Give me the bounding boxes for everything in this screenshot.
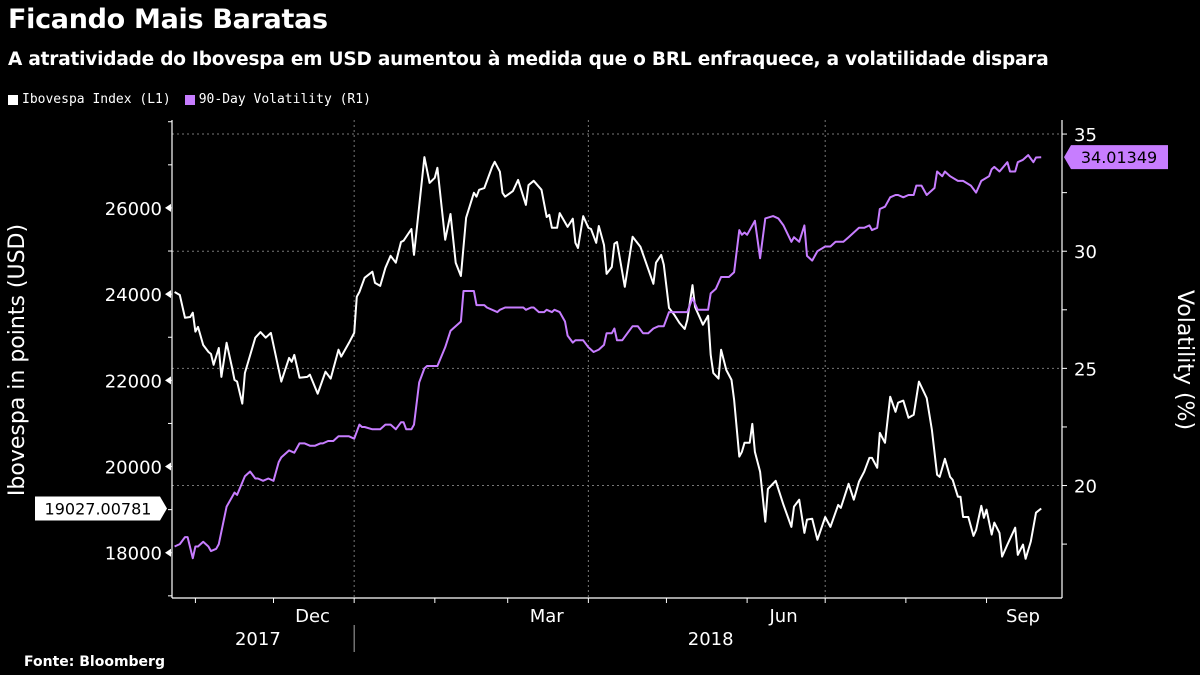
left-tick-label: 24000 (105, 285, 162, 306)
volatility-last-value-box (1064, 145, 1168, 170)
month-label: Sep (1006, 606, 1040, 627)
right-axis-title: Volatility (%) (1172, 290, 1197, 430)
left-tick-label: 26000 (105, 199, 162, 220)
ibovespa-last-value: 19027.00781 (45, 499, 152, 518)
ibovespa-last-value-box (35, 496, 167, 521)
legend-swatch-volatility (184, 94, 195, 105)
month-label: Dec (295, 606, 330, 627)
left-tick-label: 20000 (105, 458, 162, 479)
left-tick-marker (165, 203, 171, 212)
year-label: 2017 (235, 629, 281, 650)
left-tick-label: 22000 (105, 371, 162, 392)
legend-swatch-ibovespa (8, 94, 18, 105)
legend-item-volatility: 90-Day Volatility (R1) (184, 92, 371, 107)
legend-item-ibovespa: Ibovespa Index (L1) (8, 92, 171, 107)
month-label: Mar (530, 606, 565, 627)
right-tick-label: 30 (1074, 242, 1097, 263)
left-tick-marker (165, 548, 171, 557)
left-tick-label: 18000 (105, 544, 162, 565)
year-label: 2018 (688, 629, 734, 650)
volatility-last-value: 34.01349 (1081, 148, 1157, 167)
legend-label-ibovespa: Ibovespa Index (L1) (22, 92, 171, 107)
volatility-line (174, 154, 1042, 560)
left-axis-title: Ibovespa in points (USD) (5, 224, 30, 496)
left-tick-marker (165, 462, 171, 471)
legend-label-volatility: 90-Day Volatility (R1) (198, 92, 371, 107)
month-label: Jun (768, 606, 797, 627)
ibovespa-line (174, 156, 1042, 560)
chart-subtitle: A atratividade do Ibovespa em USD aument… (8, 49, 1049, 70)
right-tick-label: 25 (1074, 359, 1097, 380)
legend: Ibovespa Index (L1) 90-Day Volatility (R… (8, 92, 371, 107)
left-tick-marker (165, 290, 171, 299)
chart-title: Ficando Mais Baratas (8, 4, 328, 35)
right-tick-label: 35 (1074, 125, 1097, 146)
right-tick-label: 20 (1074, 477, 1097, 498)
source-note: Fonte: Bloomberg (24, 654, 165, 670)
left-tick-marker (165, 376, 171, 385)
